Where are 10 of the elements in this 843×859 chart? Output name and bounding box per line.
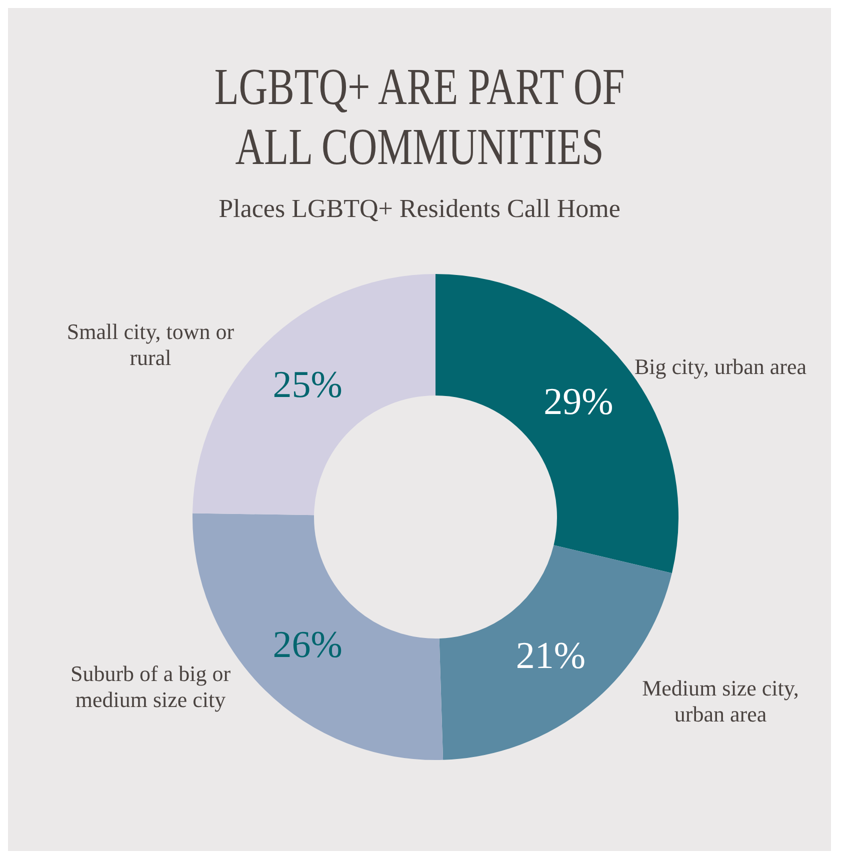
data-label: 29% — [544, 380, 614, 423]
slice-label: Small city, town or rural — [66, 318, 235, 370]
slice-label: Big city, urban area — [634, 354, 807, 379]
data-label: 26% — [272, 624, 342, 666]
slice-label: Medium size city, urban area — [642, 676, 799, 727]
chart-subtitle: Places LGBTQ+ Residents Call Home — [218, 194, 622, 224]
chart-title: LGBTQ+ ARE PART OF ALL COMMUNITIES — [213, 56, 626, 177]
data-label: 25% — [272, 364, 342, 406]
data-label: 21% — [516, 635, 586, 678]
slice-label: Suburb of a big or medium size city — [70, 660, 232, 712]
